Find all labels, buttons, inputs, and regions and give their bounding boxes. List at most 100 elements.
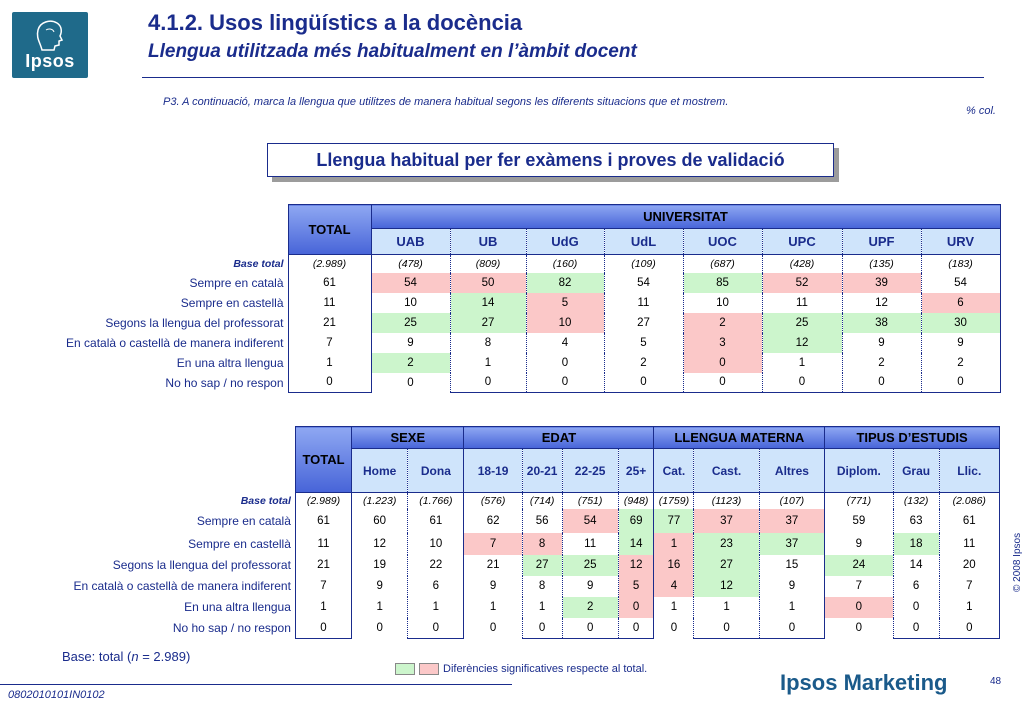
value-cell: 69	[617, 508, 654, 533]
value-cell: 62	[463, 508, 523, 533]
value-cell: 4	[653, 575, 694, 597]
value-cell: 0	[617, 596, 654, 618]
base-cell: (1.223)	[351, 492, 408, 509]
row-label: Sempre en castellà	[180, 295, 284, 310]
llengua-materna-header: LLENGUA MATERNA	[653, 426, 826, 449]
value-cell: 27	[521, 554, 563, 576]
base-cell: (109)	[603, 254, 683, 273]
value-cell: 8	[521, 575, 563, 597]
footer-code: 0802010101IN0102	[8, 689, 105, 701]
base-cell: (809)	[449, 254, 526, 273]
value-cell: 61	[938, 508, 1001, 533]
value-cell: 0	[617, 617, 654, 639]
value-cell: 0	[525, 372, 604, 393]
table-row: No ho sap / no respon 0 0 0 0 0 0 0 0 0 0 0 0 0	[42, 617, 1001, 639]
value-cell: 0	[758, 617, 825, 639]
base-cell: (714)	[521, 492, 563, 509]
value-cell: 12	[693, 575, 760, 597]
value-cell: 0	[682, 352, 762, 373]
row-label: Sempre en català	[196, 513, 291, 528]
legend-green-swatch	[395, 663, 415, 675]
logo-wordmark: Ipsos	[25, 51, 75, 71]
value-cell: 0	[449, 372, 526, 393]
significance-legend: Diferències significatives respecte al t…	[395, 663, 647, 675]
value-cell: 14	[892, 554, 940, 576]
value-cell: 3	[682, 332, 762, 353]
value-cell: 20	[938, 554, 1001, 576]
value-cell: 1	[407, 596, 464, 618]
value-cell: 0	[561, 617, 619, 639]
value-cell: 9	[463, 575, 523, 597]
row-label: En català o castellà de manera indiferen…	[73, 579, 291, 593]
value-cell: 7	[463, 532, 523, 555]
value-cell: 0	[463, 617, 523, 639]
column-header: UdL	[603, 228, 683, 255]
value-cell: 12	[761, 332, 842, 353]
base-cell: (160)	[525, 254, 604, 273]
table-corner	[42, 205, 288, 229]
total-header: TOTAL	[287, 204, 372, 255]
base-row: Base total (2.989) (1.223) (1.766) (576) (714…	[42, 492, 1001, 509]
value-cell: 1	[758, 596, 825, 618]
value-cell: 16	[653, 554, 694, 576]
value-cell: 0	[892, 596, 940, 618]
value-cell: 82	[525, 272, 604, 293]
value-cell: 11	[938, 532, 1001, 555]
value-cell: 23	[693, 532, 760, 555]
value-cell: 59	[824, 508, 894, 533]
base-cell: (948)	[617, 492, 654, 509]
column-header: UOC	[682, 228, 762, 255]
base-cell: (478)	[370, 254, 450, 273]
copyright-note: © 2008 Ipsos	[1012, 532, 1023, 592]
value-cell: 11	[287, 292, 372, 313]
value-cell: 0	[824, 596, 894, 618]
tipus-estudis-header: TIPUS D’ESTUDIS	[824, 426, 1000, 449]
column-header: Home	[351, 448, 408, 493]
sexe-header: SEXE	[351, 426, 465, 449]
base-cell: (576)	[463, 492, 523, 509]
value-cell: 1	[653, 532, 694, 555]
percent-column-note: % col.	[966, 105, 996, 117]
legend-text: Diferències significatives respecte al t…	[443, 663, 648, 675]
base-cell: (428)	[761, 254, 842, 273]
value-cell: 1	[463, 596, 523, 618]
base-note: Base: total (n = 2.989)	[62, 649, 191, 664]
value-cell: 0	[824, 617, 894, 639]
value-cell: 0	[521, 617, 563, 639]
value-cell: 12	[617, 554, 654, 576]
value-cell: 1	[938, 596, 1001, 618]
value-cell: 9	[370, 332, 450, 353]
value-cell: 5	[617, 575, 654, 597]
value-cell: 22	[407, 554, 464, 576]
table-row: No ho sap / no respon 0 0 0 0 0 0 0 0 0	[42, 372, 1001, 393]
row-label: Base total	[240, 494, 291, 507]
column-header: Cast.	[693, 448, 760, 493]
column-header: Dona	[407, 448, 464, 493]
value-cell: 9	[351, 575, 408, 597]
footer-divider	[0, 684, 512, 685]
value-cell: 0	[892, 617, 940, 639]
value-cell: 50	[449, 272, 526, 293]
table-corner	[42, 229, 288, 255]
value-cell: 9	[824, 532, 894, 555]
value-cell: 21	[463, 554, 523, 576]
value-cell: 5	[603, 332, 683, 353]
value-cell: 14	[617, 532, 654, 555]
value-cell: 0	[682, 372, 762, 393]
page-number: 48	[990, 676, 1002, 687]
row-label: No ho sap / no respon	[172, 621, 291, 635]
value-cell: 6	[407, 575, 464, 597]
value-cell: 0	[287, 372, 372, 393]
value-cell: 27	[603, 312, 683, 333]
value-cell: 0	[920, 372, 1001, 393]
value-cell: 27	[449, 312, 526, 333]
value-cell: 8	[521, 532, 563, 555]
row-label: Segons la llengua del professorat	[105, 315, 284, 330]
row-label: No ho sap / no respon	[165, 375, 284, 390]
value-cell: 21	[294, 554, 353, 576]
section-box-title: Llengua habitual per fer exàmens i prove…	[267, 143, 834, 177]
page-subtitle: Llengua utilitzada més habitualment en l…	[148, 41, 637, 62]
value-cell: 52	[761, 272, 842, 293]
table-row: Segons la llengua del professorat 21 25 27 1…	[42, 312, 1001, 333]
column-header: UAB	[370, 228, 450, 255]
